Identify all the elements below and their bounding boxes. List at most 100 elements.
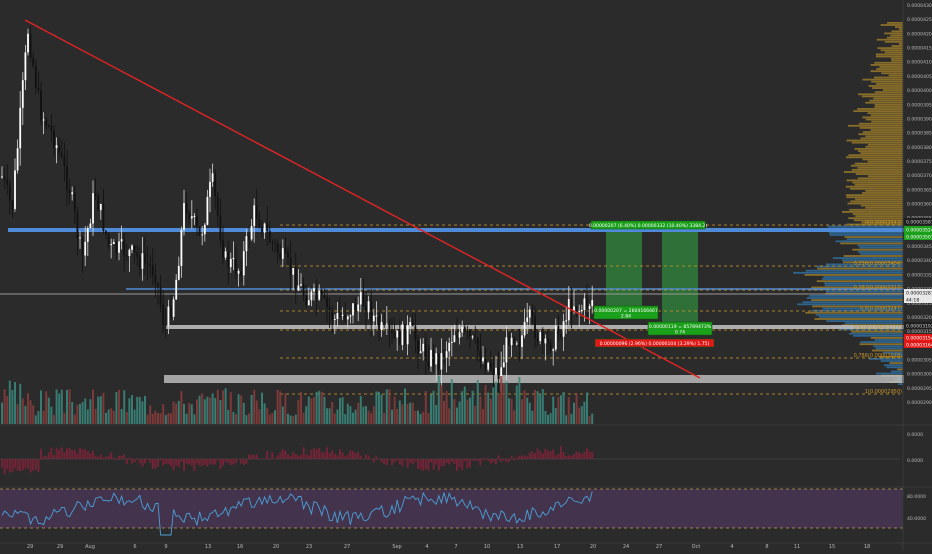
macd-histogram-bar xyxy=(45,456,48,459)
price-tick-label: 0.00003050 xyxy=(907,357,932,363)
macd-histogram-bar xyxy=(378,459,380,460)
macd-histogram-bar xyxy=(497,455,500,459)
volume-bar xyxy=(578,407,581,424)
macd-histogram-bar xyxy=(79,447,81,459)
volume-bar xyxy=(430,394,432,424)
candle xyxy=(42,119,45,121)
candle xyxy=(305,295,308,306)
candle xyxy=(24,52,27,81)
volume-profile-bar xyxy=(891,353,903,356)
price-label-bg xyxy=(904,322,932,329)
target-label-top-text: 0.00000207 (6.40%) 0.00000332 (10.40%) 3… xyxy=(589,223,708,229)
volume-bar xyxy=(123,390,126,424)
volume-bar xyxy=(14,382,16,424)
macd-histogram-bar xyxy=(157,459,159,467)
candle xyxy=(565,320,568,322)
target-label-top[interactable]: 0.00000207 (6.40%) 0.00000332 (10.40%) 3… xyxy=(589,220,708,230)
volume-profile-bar xyxy=(805,269,903,272)
candle xyxy=(300,284,302,286)
macd-histogram-bar xyxy=(136,458,139,459)
volume-bar xyxy=(211,393,214,424)
candle xyxy=(487,362,490,370)
volume-profile-bar xyxy=(851,169,903,171)
price-panel[interactable]: 0(0.00003543) 0.236(0.00003404) 0.382(0.00… xyxy=(0,19,904,395)
volume-bar xyxy=(271,412,274,424)
macd-histogram-bar xyxy=(391,459,393,466)
candle xyxy=(586,298,588,309)
candle xyxy=(339,313,341,316)
macd-histogram-bar xyxy=(333,453,336,459)
macd-histogram-bar xyxy=(123,454,126,459)
macd-histogram-bar xyxy=(193,459,196,472)
volume-bar xyxy=(344,414,347,424)
volume-profile-bar xyxy=(883,364,903,367)
candle xyxy=(224,251,227,258)
volume-bar xyxy=(162,404,165,424)
volume-profile-bar xyxy=(848,154,903,157)
stop-label[interactable]: 0.00000096 (2.96%) 0.00000104 (3.29%) 1.… xyxy=(594,338,715,348)
volume-profile-bar xyxy=(865,206,903,209)
candle xyxy=(385,323,388,325)
candle xyxy=(411,321,414,326)
rsi-panel[interactable]: 80.0000 40.0000 xyxy=(0,488,926,536)
candle xyxy=(229,258,232,268)
volume-bar xyxy=(255,400,258,424)
macd-histogram-bar xyxy=(341,452,344,459)
volume-profile-bar xyxy=(859,127,903,129)
macd-histogram-bar xyxy=(435,459,438,465)
macd-histogram-bar xyxy=(141,459,144,467)
volume-bar xyxy=(346,403,349,424)
macd-histogram-bar xyxy=(131,459,133,464)
volume-bar xyxy=(97,396,100,424)
price-label-bg xyxy=(904,218,932,225)
candle xyxy=(450,341,453,343)
macd-histogram-bar xyxy=(68,448,71,459)
macd-histogram-bar xyxy=(508,459,510,462)
candle xyxy=(141,253,144,269)
macd-histogram-bar xyxy=(482,459,484,461)
volume-profile-bar xyxy=(852,213,903,215)
volume-profile-bar xyxy=(876,38,903,41)
macd-histogram-bar xyxy=(349,450,352,459)
candle xyxy=(211,173,214,182)
macd-histogram-bar xyxy=(474,459,477,461)
volume-profile-bar xyxy=(865,101,903,104)
macd-histogram-bar xyxy=(240,459,243,464)
macd-panel[interactable]: 0.0000 0.0000 xyxy=(0,432,923,475)
resistance-line-blue[interactable] xyxy=(8,228,904,232)
macd-histogram-bar xyxy=(16,459,19,471)
trendline-red[interactable] xyxy=(24,19,701,379)
candle xyxy=(440,353,443,370)
candle xyxy=(222,240,224,258)
volume-bar xyxy=(125,412,128,424)
price-tick-label: 0.00004300 xyxy=(907,3,932,9)
price-tick-label: 0.00003150 xyxy=(907,329,932,335)
macd-histogram-bar xyxy=(14,459,16,469)
gray-zone-lower[interactable] xyxy=(164,375,904,383)
volume-bar xyxy=(42,410,45,424)
target-label-2[interactable]: 0.00000119 = 85789473%0.74 xyxy=(647,321,713,336)
macd-histogram-bar xyxy=(84,449,87,459)
volume-bar xyxy=(292,415,295,424)
time-tick-label: 20 xyxy=(273,544,279,550)
macd-histogram-bar xyxy=(248,454,250,459)
volume-bar xyxy=(349,406,352,424)
candle xyxy=(344,314,347,320)
volume-bar xyxy=(216,389,219,424)
candle xyxy=(476,338,479,351)
volume-bar xyxy=(528,402,531,424)
volume-bar xyxy=(180,391,183,424)
volume-bar xyxy=(580,406,583,424)
volume-profile-bar xyxy=(855,173,903,175)
macd-histogram-bar xyxy=(331,450,334,459)
volume-bar xyxy=(55,389,58,424)
volume-bar xyxy=(450,379,453,424)
volume-bar xyxy=(120,409,123,424)
macd-histogram-bar xyxy=(97,456,100,459)
volume-profile-bar xyxy=(887,22,903,24)
volume-bar xyxy=(53,415,55,424)
candle xyxy=(60,152,63,157)
